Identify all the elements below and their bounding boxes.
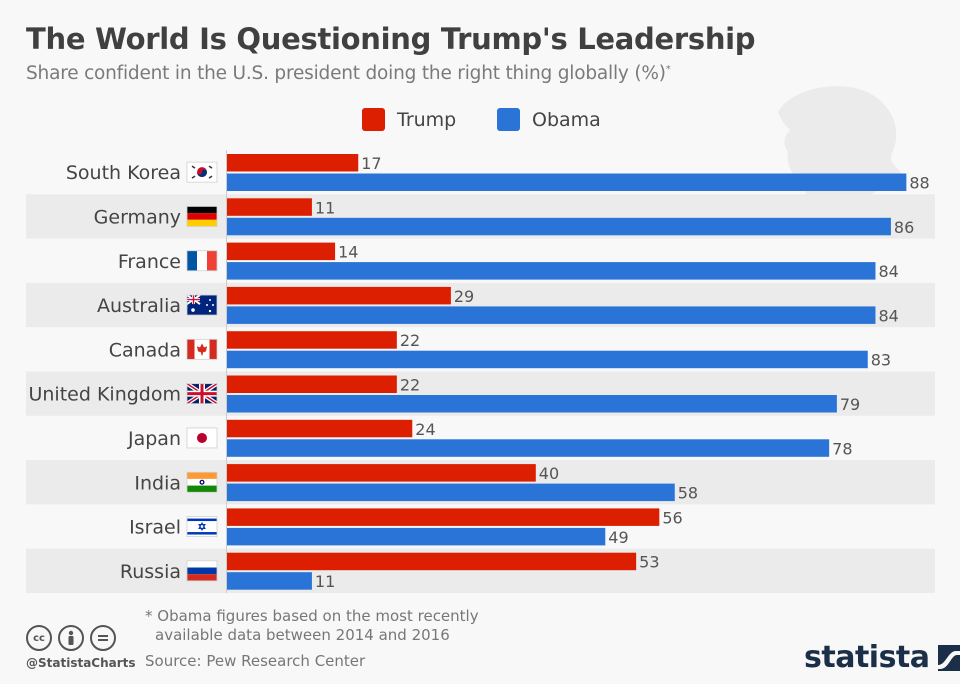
data-label-obama: 86	[894, 218, 914, 237]
creative-commons-icon[interactable]: cc	[26, 625, 52, 651]
flag-australia-icon	[186, 294, 218, 316]
bar-obama	[227, 306, 876, 324]
category-label: Russia	[120, 561, 181, 583]
data-label-trump: 29	[454, 287, 474, 306]
bar-obama	[227, 395, 837, 413]
bar-trump	[227, 242, 336, 261]
subtitle-text: Share confident in the U.S. president do…	[26, 63, 666, 84]
flag-japan-icon	[186, 427, 218, 449]
flag-russia-icon	[186, 560, 218, 582]
flag-israel-icon	[186, 516, 218, 537]
statista-charts-handle[interactable]: @StatistaCharts	[26, 656, 136, 670]
data-label-obama: 11	[315, 572, 335, 591]
bar-trump	[227, 419, 413, 438]
data-label-obama: 88	[909, 174, 929, 193]
category-label: France	[118, 251, 181, 273]
footnote-line-2: available data between 2014 and 2016	[155, 626, 450, 644]
category-label: Israel	[129, 517, 181, 539]
flag-germany-icon	[186, 206, 218, 227]
subtitle-footnote-mark: *	[665, 63, 671, 75]
data-label-trump: 17	[361, 154, 381, 173]
chart-title: The World Is Questioning Trump's Leaders…	[26, 22, 756, 56]
category-label: Australia	[97, 295, 181, 317]
footnote-line-1: * Obama figures based on the most recent…	[145, 607, 479, 625]
bar-obama	[227, 262, 876, 280]
statista-logo[interactable]: statista	[804, 640, 960, 675]
bar-trump	[227, 286, 451, 305]
legend-label-obama: Obama	[532, 108, 601, 131]
no-derivatives-icon[interactable]	[90, 625, 116, 651]
category-label: Germany	[94, 206, 181, 228]
bar-trump	[227, 375, 397, 393]
flag-south-korea-icon	[186, 161, 218, 183]
legend-item-obama: Obama	[497, 108, 601, 131]
data-label-obama: 79	[840, 395, 860, 414]
data-label-obama: 58	[678, 484, 698, 503]
category-label: Japan	[127, 428, 181, 450]
data-label-trump: 11	[315, 198, 335, 217]
bar-trump	[227, 552, 637, 571]
category-label: India	[134, 472, 181, 494]
bar-obama	[227, 173, 907, 191]
bar-trump	[227, 198, 312, 216]
bar-trump	[227, 331, 397, 349]
bar-obama	[227, 483, 675, 502]
legend-item-trump: Trump	[362, 108, 456, 131]
trump-silhouette-icon	[778, 86, 902, 202]
bar-obama	[227, 527, 606, 546]
data-label-obama: 49	[608, 528, 628, 547]
bar-obama	[227, 439, 830, 457]
data-label-trump: 53	[639, 553, 659, 572]
data-label-trump: 24	[415, 420, 435, 439]
flag-france-icon	[186, 250, 218, 272]
legend-swatch-trump	[362, 108, 385, 131]
statista-logo-text: statista	[804, 640, 930, 675]
data-label-trump: 56	[662, 508, 682, 527]
flag-canada-icon	[186, 338, 218, 360]
statista-logo-icon	[937, 644, 960, 671]
data-label-trump: 22	[400, 331, 420, 350]
chart-subtitle: Share confident in the U.S. president do…	[26, 63, 671, 84]
bar-obama	[227, 572, 312, 590]
bar-obama	[227, 217, 891, 236]
chart-legend: Trump Obama	[0, 108, 960, 134]
category-label: United Kingdom	[28, 384, 181, 406]
license-icons[interactable]: cc	[26, 625, 116, 651]
data-label-trump: 14	[338, 243, 358, 262]
footnote: * Obama figures based on the most recent…	[145, 607, 479, 645]
attribution-icon[interactable]	[58, 625, 84, 651]
legend-label-trump: Trump	[397, 108, 457, 131]
bar-trump	[227, 154, 359, 172]
category-label: South Korea	[66, 162, 181, 184]
category-label: Canada	[109, 339, 181, 361]
bar-trump	[227, 464, 536, 482]
flag-united-kingdom-icon	[185, 381, 219, 406]
legend-swatch-obama	[497, 108, 520, 131]
data-label-obama: 83	[871, 351, 891, 370]
bar-trump	[227, 508, 660, 526]
flag-india-icon	[186, 471, 218, 493]
data-label-obama: 84	[878, 306, 898, 325]
data-label-trump: 22	[400, 376, 420, 395]
bar-obama	[227, 350, 868, 369]
data-label-obama: 84	[878, 262, 898, 281]
data-label-trump: 40	[539, 464, 559, 483]
data-label-obama: 78	[832, 439, 852, 458]
source-text: Source: Pew Research Center	[145, 652, 366, 670]
